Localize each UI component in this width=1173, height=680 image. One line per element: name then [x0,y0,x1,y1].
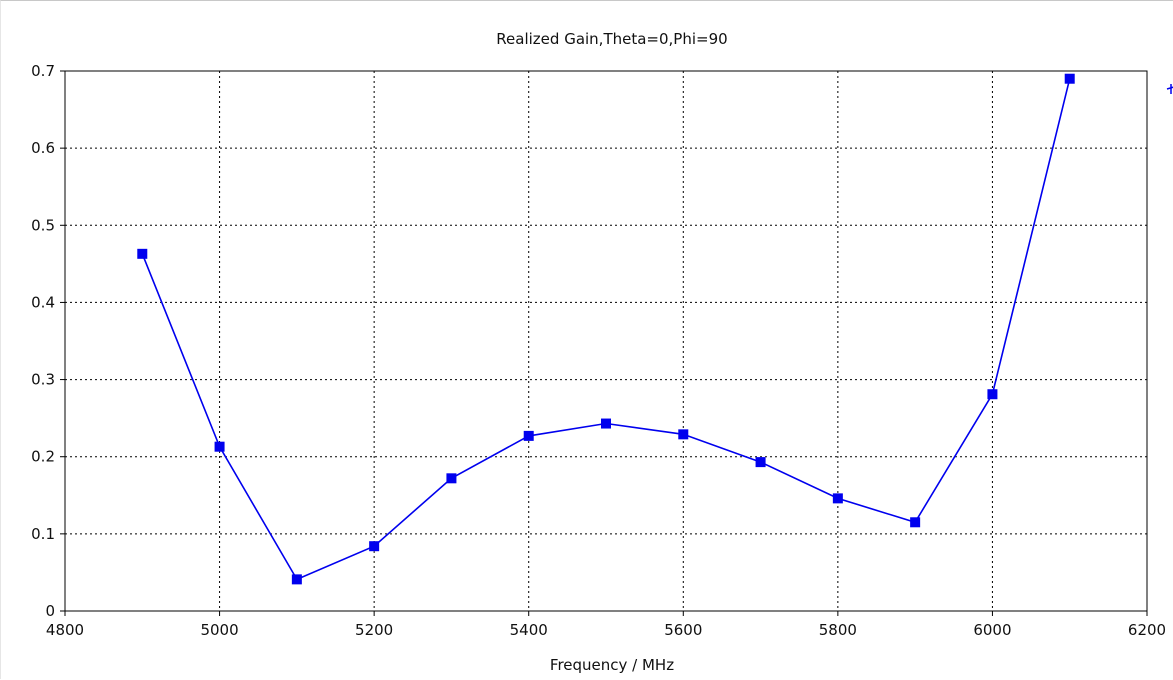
data-point-marker [601,418,611,429]
y-tick-label: 0.2 [31,448,55,466]
plot-area [64,70,1148,612]
x-tick-label: 5400 [510,621,548,639]
y-tick-label: 0.7 [31,62,55,80]
data-point-marker [678,429,689,440]
y-tick-label: 0.6 [31,139,55,157]
x-tick-label: 6200 [1128,621,1166,639]
series-line [141,78,1071,581]
grid [65,71,1147,611]
y-tick-label: 0.5 [31,216,55,234]
y-tick-label: 0 [45,602,55,620]
legend-marker-fragment [1166,84,1173,94]
x-tick-label: 6000 [973,621,1011,639]
data-point-marker [137,248,148,259]
data-point-marker [369,541,380,552]
y-tick-label: 0.4 [31,293,55,311]
data-point-marker [987,389,998,400]
data-point-marker [523,430,534,441]
data-point-marker [446,473,457,484]
x-tick-label: 5600 [664,621,702,639]
series [137,73,1075,585]
data-point-marker [755,457,766,468]
data-point-marker [832,493,843,504]
x-tick-label: 5800 [819,621,857,639]
data-point-marker [1064,73,1075,84]
x-tick-label: 5000 [200,621,238,639]
x-tick-label: 4800 [46,621,84,639]
data-point-marker [214,441,225,452]
x-tick-label: 5200 [355,621,393,639]
y-tick-label: 0.3 [31,371,55,389]
x-axis-label: Frequency / MHz [550,656,674,674]
data-point-marker [910,517,921,528]
chart-title: Realized Gain,Theta=0,Phi=90 [496,30,727,48]
data-point-marker [291,574,302,585]
axes: 4800 5000 5200 5400 5600 5800 6000 6200 0 0.1 0.2 0… [31,62,1166,639]
y-tick-label: 0.1 [31,525,55,543]
